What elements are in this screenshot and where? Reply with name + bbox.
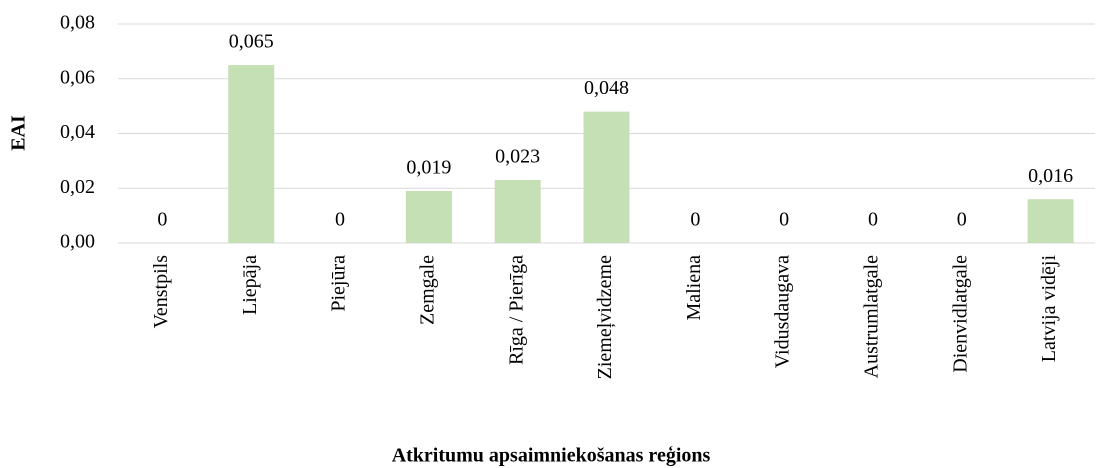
x-tick-label: Dienvidlatgale — [949, 255, 971, 373]
value-label: 0 — [157, 209, 167, 231]
y-tick-label: 0,04 — [60, 121, 95, 143]
x-tick-label: Zemgale — [416, 255, 438, 325]
x-tick-label: Liepāja — [239, 255, 261, 315]
value-label: 0 — [779, 209, 789, 231]
value-label: 0,016 — [1028, 165, 1073, 187]
bar — [494, 180, 541, 243]
x-tick-label: Ziemeļvidzeme — [594, 255, 616, 380]
bar — [1027, 199, 1074, 243]
x-tick-label: Latvija vidēji — [1038, 255, 1060, 363]
x-tick-label: Maliena — [683, 255, 705, 321]
x-tick-label: Rīga / Pierīga — [505, 255, 527, 365]
value-label: 0 — [957, 209, 967, 231]
x-tick-label: Piejūra — [328, 255, 350, 312]
y-tick-label: 0,02 — [60, 176, 95, 198]
value-label: 0,048 — [584, 77, 629, 99]
y-tick-label: 0,00 — [60, 231, 95, 253]
value-label: 0,065 — [229, 31, 274, 53]
y-tick-label: 0,06 — [60, 66, 95, 88]
bar — [405, 190, 452, 243]
bar — [228, 65, 275, 243]
bar — [583, 111, 630, 243]
value-label: 0 — [335, 209, 345, 231]
y-tick-label: 0,08 — [60, 12, 95, 34]
x-tick-label: Vidusdaugava — [772, 255, 794, 368]
x-tick-label: Austrumlatgale — [861, 255, 883, 378]
y-axis-title: EAI — [8, 115, 30, 151]
value-label: 0 — [690, 209, 700, 231]
x-axis-title: Atkritumu apsaimniekošanas reģions — [392, 445, 711, 467]
value-label: 0,023 — [495, 146, 540, 168]
value-label: 0 — [868, 209, 878, 231]
x-tick-label: Venstpils — [150, 255, 172, 329]
value-label: 0,019 — [406, 157, 451, 179]
